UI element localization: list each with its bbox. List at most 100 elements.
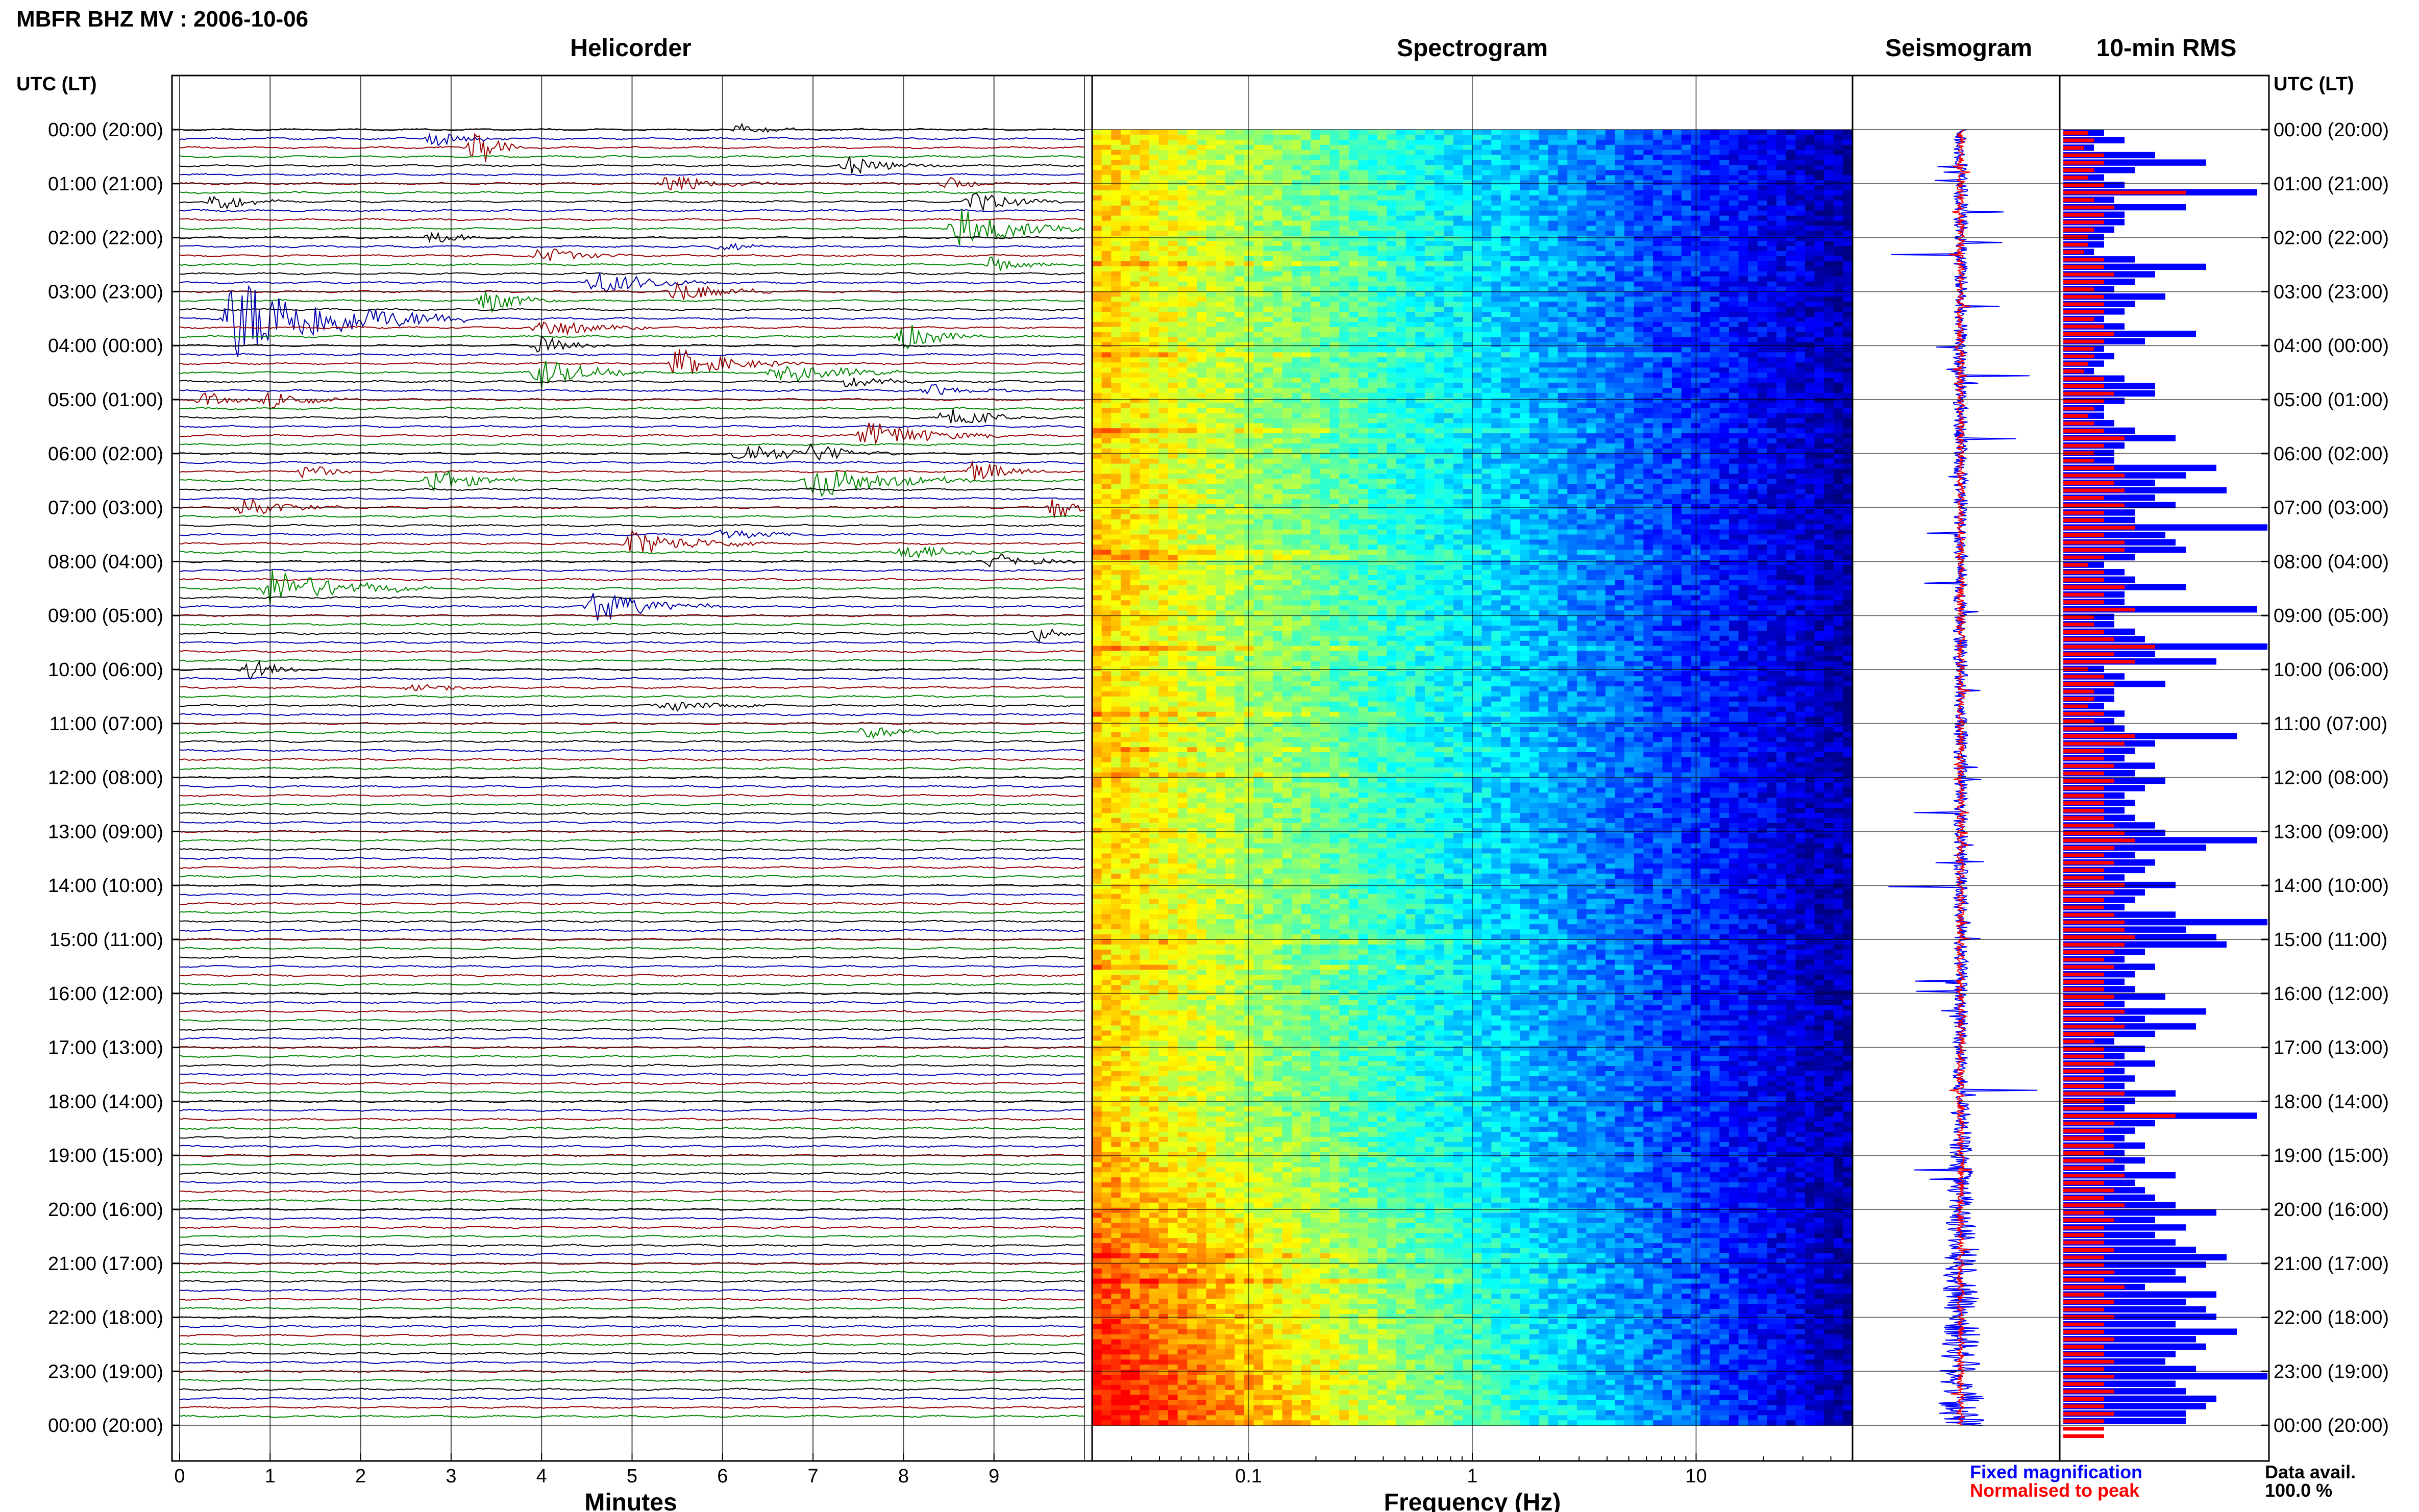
spectrogram-cell xyxy=(1339,135,1349,140)
spectrogram-cell xyxy=(1121,231,1130,236)
spectrogram-cell xyxy=(1748,231,1758,236)
spectrogram-cell xyxy=(1292,150,1301,156)
spectrogram-cell xyxy=(1187,190,1197,196)
spectrogram-cell xyxy=(1425,145,1435,151)
spectrogram-cell xyxy=(1320,155,1330,161)
spectrogram-cell xyxy=(1682,246,1691,252)
spectrogram-cell xyxy=(1387,246,1396,252)
spectrogram-cell xyxy=(1815,206,1824,211)
spectrogram-cell xyxy=(1729,160,1739,166)
spectrogram-cell xyxy=(1396,246,1406,252)
spectrogram-cell xyxy=(1396,201,1406,206)
spectrogram-cell xyxy=(1130,201,1140,206)
spectrogram-cell xyxy=(1187,180,1197,186)
spectrogram-cell xyxy=(1311,216,1320,221)
spectrogram-cell xyxy=(1710,246,1720,252)
spectrogram-cell xyxy=(1805,170,1815,176)
spectrogram-cell xyxy=(1767,216,1776,221)
spectrogram-cell xyxy=(1653,140,1663,145)
spectrogram-cell xyxy=(1795,180,1805,186)
spectrogram-cell xyxy=(1206,140,1216,145)
spectrogram-cell xyxy=(1776,170,1786,176)
spectrogram-cell xyxy=(1301,206,1311,211)
spectrogram-cell xyxy=(1235,155,1244,161)
spectrogram-cell xyxy=(1349,180,1359,186)
spectrogram-cell xyxy=(1482,246,1492,252)
spectrogram-cell xyxy=(1463,206,1472,211)
spectrogram-cell xyxy=(1624,195,1634,201)
spectrogram-cell xyxy=(1435,231,1444,236)
spectrogram-cell xyxy=(1653,231,1663,236)
spectrogram-cell xyxy=(1491,155,1501,161)
spectrogram-cell xyxy=(1643,185,1653,191)
spectrogram-cell xyxy=(1301,216,1311,221)
spectrogram-cell xyxy=(1776,231,1786,236)
spectrogram-cell xyxy=(1643,150,1653,156)
spectrogram-cell xyxy=(1387,226,1396,232)
spectrogram-cell xyxy=(1149,195,1159,201)
spectrogram-cell xyxy=(1577,185,1587,191)
spectrogram-cell xyxy=(1548,165,1558,170)
spectrogram-cell xyxy=(1235,190,1244,196)
spectrogram-cell xyxy=(1472,216,1482,221)
spectrogram-cell xyxy=(1368,150,1377,156)
spectrogram-cell xyxy=(1529,155,1539,161)
spectrogram-cell xyxy=(1472,130,1482,135)
spectrogram-cell xyxy=(1425,155,1435,161)
spectrogram-cell xyxy=(1539,150,1548,156)
spectrogram-cell xyxy=(1453,145,1463,151)
spectrogram-cell xyxy=(1168,211,1178,216)
spectrogram-cell xyxy=(1739,211,1748,216)
spectrogram-cell xyxy=(1415,195,1425,201)
spectrogram-cell xyxy=(1435,221,1444,227)
spectrogram-cell xyxy=(1130,236,1140,241)
spectrogram-cell xyxy=(1567,170,1577,176)
spectrogram-cell xyxy=(1158,160,1168,166)
spectrogram-cell xyxy=(1672,231,1682,236)
spectrogram-cell xyxy=(1292,130,1301,135)
spectrogram-cell xyxy=(1663,236,1672,241)
spectrogram-cell xyxy=(1425,130,1435,135)
spectrogram-cell xyxy=(1748,185,1758,191)
spectrogram-cell xyxy=(1529,160,1539,166)
spectrogram-cell xyxy=(1700,195,1710,201)
spectrogram-cell xyxy=(1719,201,1729,206)
spectrogram-cell xyxy=(1187,236,1197,241)
spectrogram-cell xyxy=(1776,221,1786,227)
spectrogram-cell xyxy=(1758,236,1767,241)
spectrogram-cell xyxy=(1216,130,1225,135)
spectrogram-cell xyxy=(1548,206,1558,211)
spectrogram-cell xyxy=(1643,246,1653,252)
spectrogram-cell xyxy=(1729,201,1739,206)
spectrogram-cell xyxy=(1682,140,1691,145)
spectrogram-cell xyxy=(1320,241,1330,246)
spectrogram-cell xyxy=(1225,140,1235,145)
spectrogram-cell xyxy=(1805,206,1815,211)
spectrogram-cell xyxy=(1767,190,1776,196)
spectrogram-cell xyxy=(1178,241,1188,246)
spectrogram-cell xyxy=(1453,150,1463,156)
spectrogram-cell xyxy=(1368,216,1377,221)
spectrogram-cell xyxy=(1663,180,1672,186)
spectrogram-cell xyxy=(1121,236,1130,241)
spectrogram-cell xyxy=(1710,140,1720,145)
spectrogram-cell xyxy=(1824,130,1834,135)
spectrogram-cell xyxy=(1216,221,1225,227)
spectrogram-cell xyxy=(1758,145,1767,151)
spectrogram-cell xyxy=(1596,130,1606,135)
spectrogram-cell xyxy=(1121,221,1130,227)
spectrogram-cell xyxy=(1653,165,1663,170)
spectrogram-cell xyxy=(1824,221,1834,227)
spectrogram-cell xyxy=(1121,246,1130,252)
spectrogram-cell xyxy=(1587,140,1596,145)
spectrogram-cell xyxy=(1758,185,1767,191)
spectrogram-cell xyxy=(1624,160,1634,166)
spectrogram-cell xyxy=(1178,246,1188,252)
spectrogram-cell xyxy=(1273,226,1282,232)
spectrogram-cell xyxy=(1776,206,1786,211)
spectrogram-cell xyxy=(1435,135,1444,140)
spectrogram-cell xyxy=(1149,160,1159,166)
spectrogram-cell xyxy=(1482,221,1492,227)
spectrogram-cell xyxy=(1719,130,1729,135)
spectrogram-cell xyxy=(1453,236,1463,241)
